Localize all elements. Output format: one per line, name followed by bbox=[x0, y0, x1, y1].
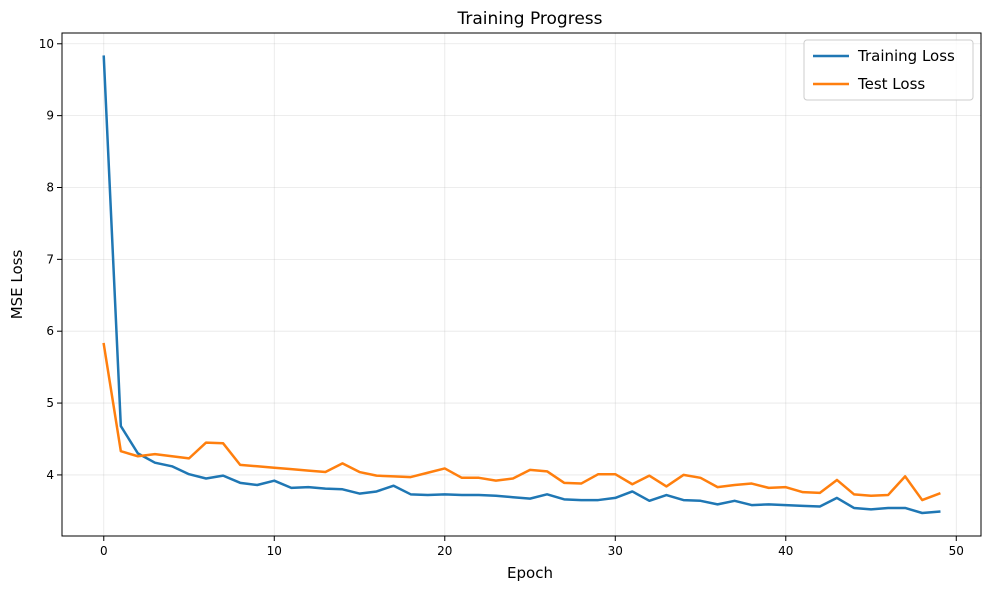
series-line-test-loss bbox=[102, 342, 941, 502]
x-tick-label: 10 bbox=[267, 544, 282, 558]
x-axis-ticks: 0 10 20 30 40 50 bbox=[100, 536, 964, 558]
x-tick-label: 40 bbox=[778, 544, 793, 558]
legend-label-training-loss: Training Loss bbox=[857, 47, 955, 65]
x-tick-label: 30 bbox=[608, 544, 623, 558]
y-tick-label: 9 bbox=[46, 109, 54, 123]
legend-label-test-loss: Test Loss bbox=[857, 75, 925, 93]
y-tick-label: 7 bbox=[46, 252, 54, 266]
y-axis-label: MSE Loss bbox=[8, 250, 26, 320]
x-tick-label: 0 bbox=[100, 544, 108, 558]
y-axis-ticks: 4 5 6 7 8 9 10 bbox=[39, 37, 62, 482]
grid-lines bbox=[62, 33, 981, 536]
series-line-training-loss bbox=[102, 55, 941, 515]
chart-title: Training Progress bbox=[456, 9, 602, 29]
y-tick-label: 10 bbox=[39, 37, 54, 51]
x-axis-label: Epoch bbox=[507, 564, 553, 582]
series-lines bbox=[102, 55, 941, 515]
y-tick-label: 4 bbox=[46, 468, 54, 482]
x-tick-label: 50 bbox=[949, 544, 964, 558]
y-tick-label: 6 bbox=[46, 324, 54, 338]
y-tick-label: 5 bbox=[46, 396, 54, 410]
plot-area-frame bbox=[61, 32, 982, 537]
x-tick-label: 20 bbox=[437, 544, 452, 558]
legend: Training Loss Test Loss bbox=[803, 39, 974, 101]
y-tick-label: 8 bbox=[46, 180, 54, 194]
